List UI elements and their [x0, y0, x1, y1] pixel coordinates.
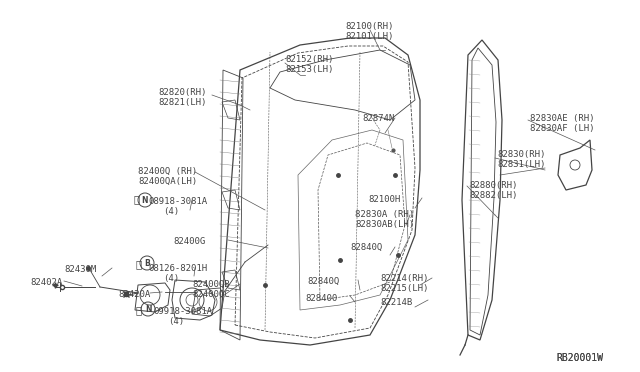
Text: 82400QB: 82400QB [192, 280, 230, 289]
Text: 82831(LH): 82831(LH) [497, 160, 545, 169]
Text: 82821(LH): 82821(LH) [158, 98, 206, 107]
Text: 82830AE (RH): 82830AE (RH) [530, 114, 595, 123]
Text: 82400QA(LH): 82400QA(LH) [138, 177, 197, 186]
Text: 82400QC: 82400QC [192, 290, 230, 299]
Text: 82400G: 82400G [173, 237, 205, 246]
Text: (4): (4) [163, 207, 179, 216]
Text: N: N [141, 196, 148, 205]
Text: 82874N: 82874N [362, 114, 394, 123]
Text: B: B [144, 259, 150, 267]
Text: 82830(RH): 82830(RH) [497, 150, 545, 159]
Text: 82840Q: 82840Q [350, 243, 382, 252]
Text: 82153(LH): 82153(LH) [285, 65, 333, 74]
Text: 08126-8201H: 08126-8201H [148, 264, 207, 273]
Text: 82100(RH): 82100(RH) [345, 22, 394, 31]
Text: 82880(RH): 82880(RH) [469, 181, 517, 190]
Text: 82402A: 82402A [30, 278, 62, 287]
Text: 82152(RH): 82152(RH) [285, 55, 333, 64]
Text: 82430M: 82430M [64, 265, 96, 274]
Text: (4): (4) [163, 274, 179, 283]
Text: 82840Q: 82840Q [307, 277, 339, 286]
Text: 82830AB(LH): 82830AB(LH) [355, 220, 414, 229]
Text: Ⓝ: Ⓝ [136, 305, 142, 315]
Text: 828400: 828400 [305, 294, 337, 303]
Text: 82830AF (LH): 82830AF (LH) [530, 124, 595, 133]
Text: 82820(RH): 82820(RH) [158, 88, 206, 97]
Text: 09918-3081A: 09918-3081A [153, 307, 212, 316]
Text: 82101(LH): 82101(LH) [345, 32, 394, 41]
Text: RB20001W: RB20001W [556, 353, 603, 363]
Text: 82830A (RH): 82830A (RH) [355, 210, 414, 219]
Text: 82214(RH): 82214(RH) [380, 274, 428, 283]
Text: 82100H: 82100H [368, 195, 400, 204]
Text: (4): (4) [168, 317, 184, 326]
Text: 82882(LH): 82882(LH) [469, 191, 517, 200]
Text: 82215(LH): 82215(LH) [380, 284, 428, 293]
Text: RB20001W: RB20001W [556, 353, 603, 363]
Text: 82214B: 82214B [380, 298, 412, 307]
Text: 82400Q (RH): 82400Q (RH) [138, 167, 197, 176]
Text: 82420A: 82420A [118, 290, 150, 299]
Text: Ⓝ: Ⓝ [133, 194, 140, 204]
Text: N: N [145, 305, 151, 314]
Text: Ⓑ: Ⓑ [135, 259, 141, 269]
Text: 08918-3081A: 08918-3081A [148, 197, 207, 206]
